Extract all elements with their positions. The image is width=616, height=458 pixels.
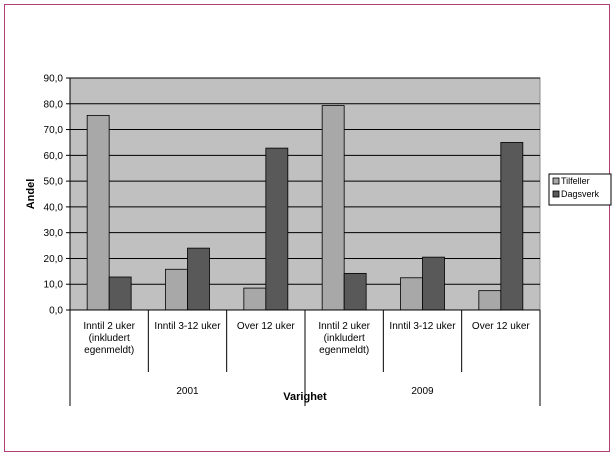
x-category-label: Over 12 uker	[472, 321, 530, 332]
legend-swatch-dagsverk	[552, 190, 560, 198]
legend-label-dagsverk: Dagsverk	[561, 189, 600, 199]
x-category-label: Inntil 3-12 uker	[154, 321, 221, 332]
x-axis-title: Varighet	[283, 391, 327, 403]
bar-tilfeller	[165, 268, 188, 311]
x-group-label: 2009	[411, 386, 434, 397]
plot-area	[69, 77, 541, 311]
y-axis: 0,0 10,0 20,0 30,0 40,0 50,0 60,0 70,0 80,0 90,0	[44, 74, 71, 317]
y-tick-label: 40,0	[44, 202, 64, 213]
gridlines	[70, 77, 540, 285]
bar-dagsverk	[500, 142, 524, 311]
y-tick-label: 0,0	[49, 306, 63, 317]
x-category-label: Inntil 2 uker (inkludert egenmeldt)	[318, 321, 370, 356]
bar-tilfeller	[86, 114, 110, 311]
y-tick-label: 90,0	[44, 74, 64, 85]
y-tick-label: 30,0	[44, 228, 64, 239]
legend-swatch-tilfeller	[552, 177, 560, 185]
bar-dagsverk	[265, 147, 289, 311]
legend: Tilfeller Dagsverk	[548, 173, 612, 206]
bar-dagsverk	[187, 247, 210, 311]
y-tick-label: 50,0	[44, 177, 64, 188]
y-tick-label: 10,0	[44, 280, 64, 291]
bar-tilfeller	[400, 277, 423, 311]
x-axis: Inntil 2 uker (inkludert egenmeldt) Inntil …	[69, 309, 541, 406]
y-axis-title: Andel	[25, 179, 37, 210]
bars	[86, 105, 524, 311]
bar-dagsverk	[422, 256, 445, 311]
y-tick-label: 60,0	[44, 151, 64, 162]
bar-tilfeller	[243, 287, 267, 311]
legend-label-tilfeller: Tilfeller	[561, 176, 590, 186]
y-tick-label: 70,0	[44, 125, 64, 136]
y-tick-label: 20,0	[44, 254, 64, 265]
x-category-label: Inntil 3-12 uker	[389, 321, 456, 332]
x-category-label: Inntil 2 uker (inkludert egenmeldt)	[83, 321, 135, 356]
bar-tilfeller	[321, 105, 345, 311]
bar-tilfeller	[478, 290, 502, 311]
bar-dagsverk	[343, 272, 367, 311]
bar-dagsverk	[108, 276, 132, 311]
x-group-label: 2001	[176, 386, 199, 397]
x-category-label: Over 12 uker	[237, 321, 295, 332]
y-tick-label: 80,0	[44, 99, 64, 110]
